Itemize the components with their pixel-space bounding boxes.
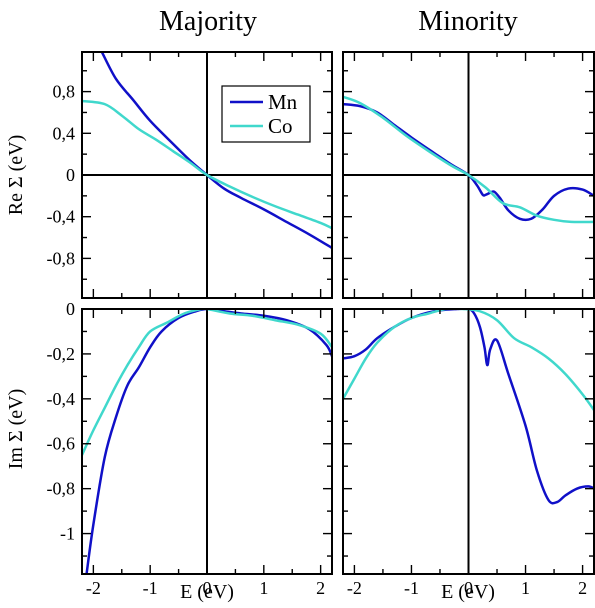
y-tick-label: -0,8 — [47, 479, 76, 499]
legend-mn-label: Mn — [268, 90, 298, 114]
series-line-mn — [100, 52, 332, 250]
re-y-axis-label: Re Σ (eV) — [5, 135, 27, 216]
y-tick-label: -0,4 — [47, 207, 76, 227]
y-tick-label: -0,2 — [47, 344, 76, 364]
x-tick-label: -1 — [143, 578, 158, 598]
x-tick-label: 0 — [203, 578, 212, 598]
x-tick-label: 2 — [578, 578, 587, 598]
series-line-co — [343, 95, 594, 224]
x-tick-label: 1 — [521, 578, 530, 598]
panel-majority-re: -0,8 -0,4 0 0,4 0,8 — [47, 51, 333, 299]
y-tick-label: 0,4 — [53, 123, 76, 143]
y-tick-label: 0 — [66, 165, 75, 185]
series-group — [82, 309, 332, 574]
legend: Mn Co — [221, 85, 311, 143]
legend-box — [221, 85, 311, 143]
y-tick-label: 0 — [66, 299, 75, 319]
x-tick-label: -2 — [86, 578, 101, 598]
x-axis-label-left: E (eV) — [180, 581, 234, 603]
series-line-co — [82, 99, 332, 230]
y-tick-label: -0,6 — [47, 434, 76, 454]
series-group — [82, 52, 332, 250]
series-group — [343, 95, 594, 224]
x-tick-label: -1 — [404, 578, 419, 598]
series-line-mn — [343, 102, 594, 222]
series-line-co — [343, 309, 594, 412]
y-tick-label: -0,4 — [47, 389, 76, 409]
panel-majority-im: -2 -1 0 1 2 -1 -0,8 -0,6 -0,4 -0,2 0 — [47, 299, 333, 598]
y-tick-label: -0,8 — [47, 248, 76, 268]
panel-minority-re — [342, 51, 595, 299]
series-line-mn — [85, 309, 332, 574]
x-tick-label: 2 — [316, 578, 325, 598]
majority-title: Majority — [159, 6, 257, 37]
series-line-co — [82, 309, 332, 457]
x-tick-label: 1 — [259, 578, 268, 598]
legend-co-label: Co — [268, 114, 293, 138]
minority-title: Minority — [418, 6, 518, 37]
x-axis-label-right: E (eV) — [441, 581, 495, 603]
y-tick-label: -1 — [60, 524, 75, 544]
series-group — [343, 309, 594, 505]
y-tick-label: 0,8 — [53, 82, 76, 102]
x-tick-label: -2 — [347, 578, 362, 598]
panel-minority-im: -2 -1 0 1 2 — [342, 308, 595, 598]
x-tick-label: 0 — [464, 578, 473, 598]
panels-layer: -0,8 -0,4 0 0,4 0,8 -2 -1 0 1 2 -1 -0,8 -0,6 -0,4 -0,2… — [47, 51, 595, 598]
im-y-axis-label: Im Σ (eV) — [5, 389, 27, 470]
